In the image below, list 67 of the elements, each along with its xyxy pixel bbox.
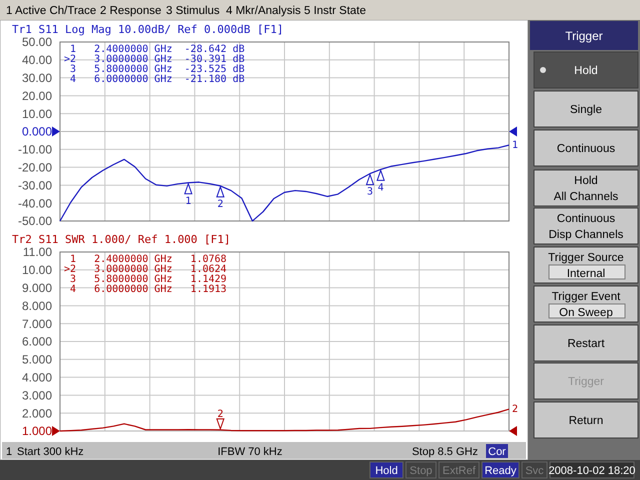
y-tick-label: 50.00 [22, 35, 52, 50]
y-tick-label: 6.000 [22, 334, 52, 349]
annotation: 1 2.4000000 GHz 1.0768 [64, 254, 227, 265]
y-tick-label: 0.000 [22, 124, 52, 139]
annotation: 4 6.0000000 GHz 1.1913 [64, 284, 227, 295]
annotation: 2 [217, 408, 224, 420]
y-tick-label: 20.00 [22, 88, 52, 103]
y-tick-label: 30.00 [22, 71, 52, 85]
y-tick-label: -50.00 [18, 214, 52, 228]
text: Ready [484, 465, 517, 477]
y-tick-label: -40.00 [18, 196, 52, 210]
text: 1 Active Ch/Trace [6, 5, 96, 17]
text: 1 [512, 140, 518, 152]
annotation: 3 [367, 186, 374, 198]
text: Trigger Source Internal [548, 252, 624, 280]
text: Single [570, 104, 602, 116]
line-series [59, 144, 510, 222]
text: Stop [410, 465, 432, 477]
annotation: >2 3.0000000 GHz 1.0624 [64, 264, 227, 275]
y-tick-label: 10.00 [22, 106, 52, 121]
y-tick-label: 40.00 [22, 53, 52, 68]
chart-title: Tr2 S11 SWR 1.000/ Ref 1.000 [F1] [12, 233, 231, 246]
text: 3 Stimulus [166, 5, 220, 17]
text: Cor [488, 446, 506, 458]
y-tick-label: 2.000 [22, 406, 52, 420]
text: 2 Response [100, 5, 162, 17]
annotation: >2 3.0000000 GHz -30.391 dB [64, 54, 245, 65]
text: Restart [567, 338, 606, 350]
annotation: 2 [217, 198, 224, 210]
annotation: 1 2.4000000 GHz -28.642 dB [64, 44, 245, 55]
annotation: 1 [185, 196, 192, 207]
y-tick-label: 7.000 [22, 316, 52, 331]
text: Continuous Disp Channels [548, 213, 624, 241]
y-tick-label: 11.00 [22, 245, 52, 260]
text: Trigger Event On Sweep [552, 291, 622, 319]
text: Trigger [568, 376, 604, 388]
text: ExtRef [442, 465, 476, 477]
text: Svc [525, 465, 544, 477]
text: 5 Instr State [304, 5, 366, 17]
y-tick-label: 1.000 [22, 424, 52, 438]
y-tick-label: -20.00 [18, 160, 52, 174]
y-tick-label: 8.000 [22, 298, 52, 313]
chart-title: Tr1 S11 Log Mag 10.00dB/ Ref 0.000dB [F1] [12, 23, 284, 36]
text: Hold [574, 65, 598, 77]
annotation: 3 5.8000000 GHz 1.1429 [64, 274, 227, 285]
text: Start 300 kHz [17, 446, 84, 458]
y-tick-label: -30.00 [18, 178, 52, 192]
y-tick-label: 5.000 [22, 352, 52, 367]
annotation: 4 [378, 182, 384, 194]
text: IFBW 70 kHz [218, 446, 282, 458]
text: 1 [6, 446, 12, 458]
y-tick-label: 10.00 [22, 263, 52, 278]
text: Stop 8.5 GHz [412, 446, 478, 458]
text: Trigger [565, 29, 603, 43]
y-tick-label: 3.000 [22, 388, 52, 402]
text: Hold [375, 465, 398, 477]
text: 4 Mkr/Analysis [226, 5, 302, 17]
y-tick-label: -10.00 [18, 142, 52, 157]
y-tick-label: 4.000 [22, 370, 52, 384]
text: 2008-10-02 18:20 [548, 465, 636, 477]
text: Hold All Channels [554, 175, 619, 203]
text: Continuous [556, 143, 616, 155]
text: 2 [512, 404, 518, 416]
text: Return [568, 415, 604, 427]
annotation: 3 5.8000000 GHz -23.525 dB [64, 64, 245, 75]
y-tick-label: 9.000 [22, 281, 52, 295]
annotation: 4 6.0000000 GHz -21.180 dB [64, 74, 245, 85]
